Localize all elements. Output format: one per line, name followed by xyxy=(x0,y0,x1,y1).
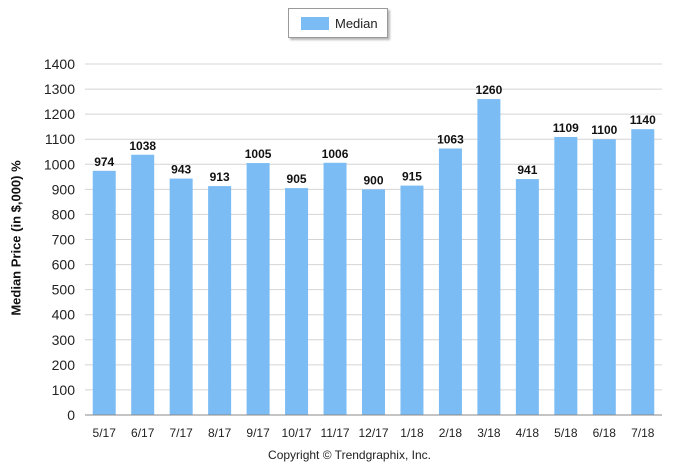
bar-6-17 xyxy=(131,154,155,415)
x-tick-label: 4/18 xyxy=(516,426,540,440)
y-tick-label: 600 xyxy=(52,257,76,273)
bar-7-17 xyxy=(169,178,193,415)
data-label: 941 xyxy=(517,163,537,177)
bar-2-18 xyxy=(438,148,462,415)
x-tick-label: 12/17 xyxy=(358,426,388,440)
bar-6-18 xyxy=(592,139,616,415)
data-label: 1005 xyxy=(245,147,272,161)
x-tick-label: 2/18 xyxy=(439,426,463,440)
legend-swatch-median xyxy=(301,16,329,30)
bar-12-17 xyxy=(362,189,385,415)
data-label: 1038 xyxy=(129,139,156,153)
data-label: 1109 xyxy=(553,121,579,135)
data-label: 1006 xyxy=(322,147,349,161)
bar-5-18 xyxy=(554,136,578,415)
data-label: 1100 xyxy=(591,123,617,137)
y-tick-label: 100 xyxy=(52,382,76,398)
x-tick-label: 7/17 xyxy=(169,426,193,440)
y-tick-label: 300 xyxy=(52,332,76,348)
data-label: 1063 xyxy=(437,132,464,146)
bar-5-17 xyxy=(92,170,116,415)
bar-8-17 xyxy=(208,186,232,415)
x-tick-label: 1/18 xyxy=(400,426,424,440)
bar-10-17 xyxy=(285,188,309,415)
y-tick-label: 1300 xyxy=(44,81,75,97)
data-label: 900 xyxy=(363,173,383,187)
bar-4-18 xyxy=(515,179,539,415)
legend-label-median: Median xyxy=(335,15,378,31)
data-label: 943 xyxy=(171,163,191,177)
y-tick-label: 1200 xyxy=(44,106,75,122)
x-tick-label: 6/17 xyxy=(131,426,155,440)
y-tick-label: 900 xyxy=(52,181,76,197)
copyright-text: Copyright © Trendgraphix, Inc. xyxy=(268,448,431,462)
bar-9-17 xyxy=(246,163,270,415)
bar-11-17 xyxy=(323,162,347,415)
x-tick-label: 7/18 xyxy=(631,426,655,440)
x-tick-label: 10/17 xyxy=(282,426,312,440)
y-tick-label: 400 xyxy=(52,307,76,323)
data-label: 905 xyxy=(287,172,307,186)
y-tick-label: 800 xyxy=(52,206,76,222)
bar-1-18 xyxy=(400,185,424,415)
y-tick-label: 1000 xyxy=(44,156,75,172)
x-tick-label: 3/18 xyxy=(477,426,501,440)
x-axis-ticks: 5/17 6/17 7/17 8/17 9/17 10/17 11/17 12/17 1/18 2… xyxy=(93,426,655,440)
y-tick-label: 500 xyxy=(52,282,76,298)
y-tick-label: 200 xyxy=(52,357,76,373)
data-label: 1260 xyxy=(476,83,503,97)
x-tick-label: 11/17 xyxy=(320,426,349,440)
bars xyxy=(92,99,655,415)
data-label: 1140 xyxy=(630,113,656,127)
x-tick-label: 6/18 xyxy=(593,426,617,440)
data-labels: 974 1038 943 913 1005 905 1006 900 915 1063 1260 94… xyxy=(94,83,656,187)
y-tick-label: 0 xyxy=(67,407,75,423)
legend: Median xyxy=(288,8,388,38)
data-label: 974 xyxy=(94,155,114,169)
y-axis-label: Median Price (in $,000) % xyxy=(8,160,24,316)
bar-3-18 xyxy=(477,99,501,415)
bar-7-18 xyxy=(631,129,655,415)
x-tick-label: 5/18 xyxy=(554,426,578,440)
data-label: 915 xyxy=(402,170,422,184)
y-axis-ticks: 0 100 200 300 400 500 600 700 800 900 1000 1100 1200… xyxy=(44,56,75,423)
x-tick-label: 9/17 xyxy=(246,426,270,440)
x-tick-label: 8/17 xyxy=(208,426,232,440)
y-tick-label: 1400 xyxy=(44,56,75,72)
y-tick-label: 700 xyxy=(52,232,76,248)
x-tick-label: 5/17 xyxy=(93,426,117,440)
y-tick-label: 1100 xyxy=(45,131,75,147)
data-label: 913 xyxy=(210,170,230,184)
